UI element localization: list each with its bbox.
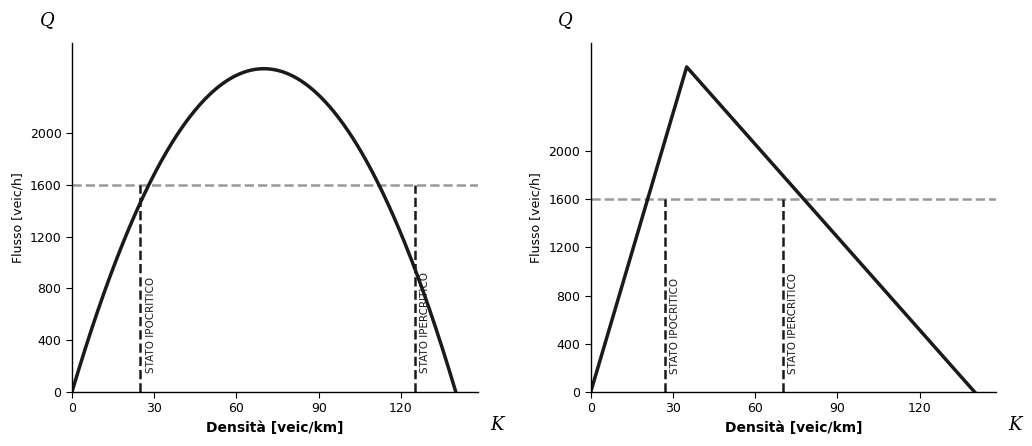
X-axis label: Densità [veic/km]: Densità [veic/km] — [724, 421, 863, 435]
Text: K: K — [1008, 417, 1022, 434]
Text: Q: Q — [39, 11, 55, 29]
Text: K: K — [490, 417, 504, 434]
Y-axis label: Flusso [veic/h]: Flusso [veic/h] — [11, 172, 24, 263]
Text: Q: Q — [558, 11, 573, 29]
Y-axis label: Flusso [veic/h]: Flusso [veic/h] — [529, 172, 543, 263]
X-axis label: Densità [veic/km]: Densità [veic/km] — [206, 421, 344, 435]
Text: STATO IPERCRITICO: STATO IPERCRITICO — [788, 273, 798, 374]
Text: STATO IPOCRITICO: STATO IPOCRITICO — [670, 278, 680, 374]
Text: STATO IPOCRITICO: STATO IPOCRITICO — [146, 277, 156, 372]
Text: STATO IPERCRITICO: STATO IPERCRITICO — [420, 272, 430, 372]
